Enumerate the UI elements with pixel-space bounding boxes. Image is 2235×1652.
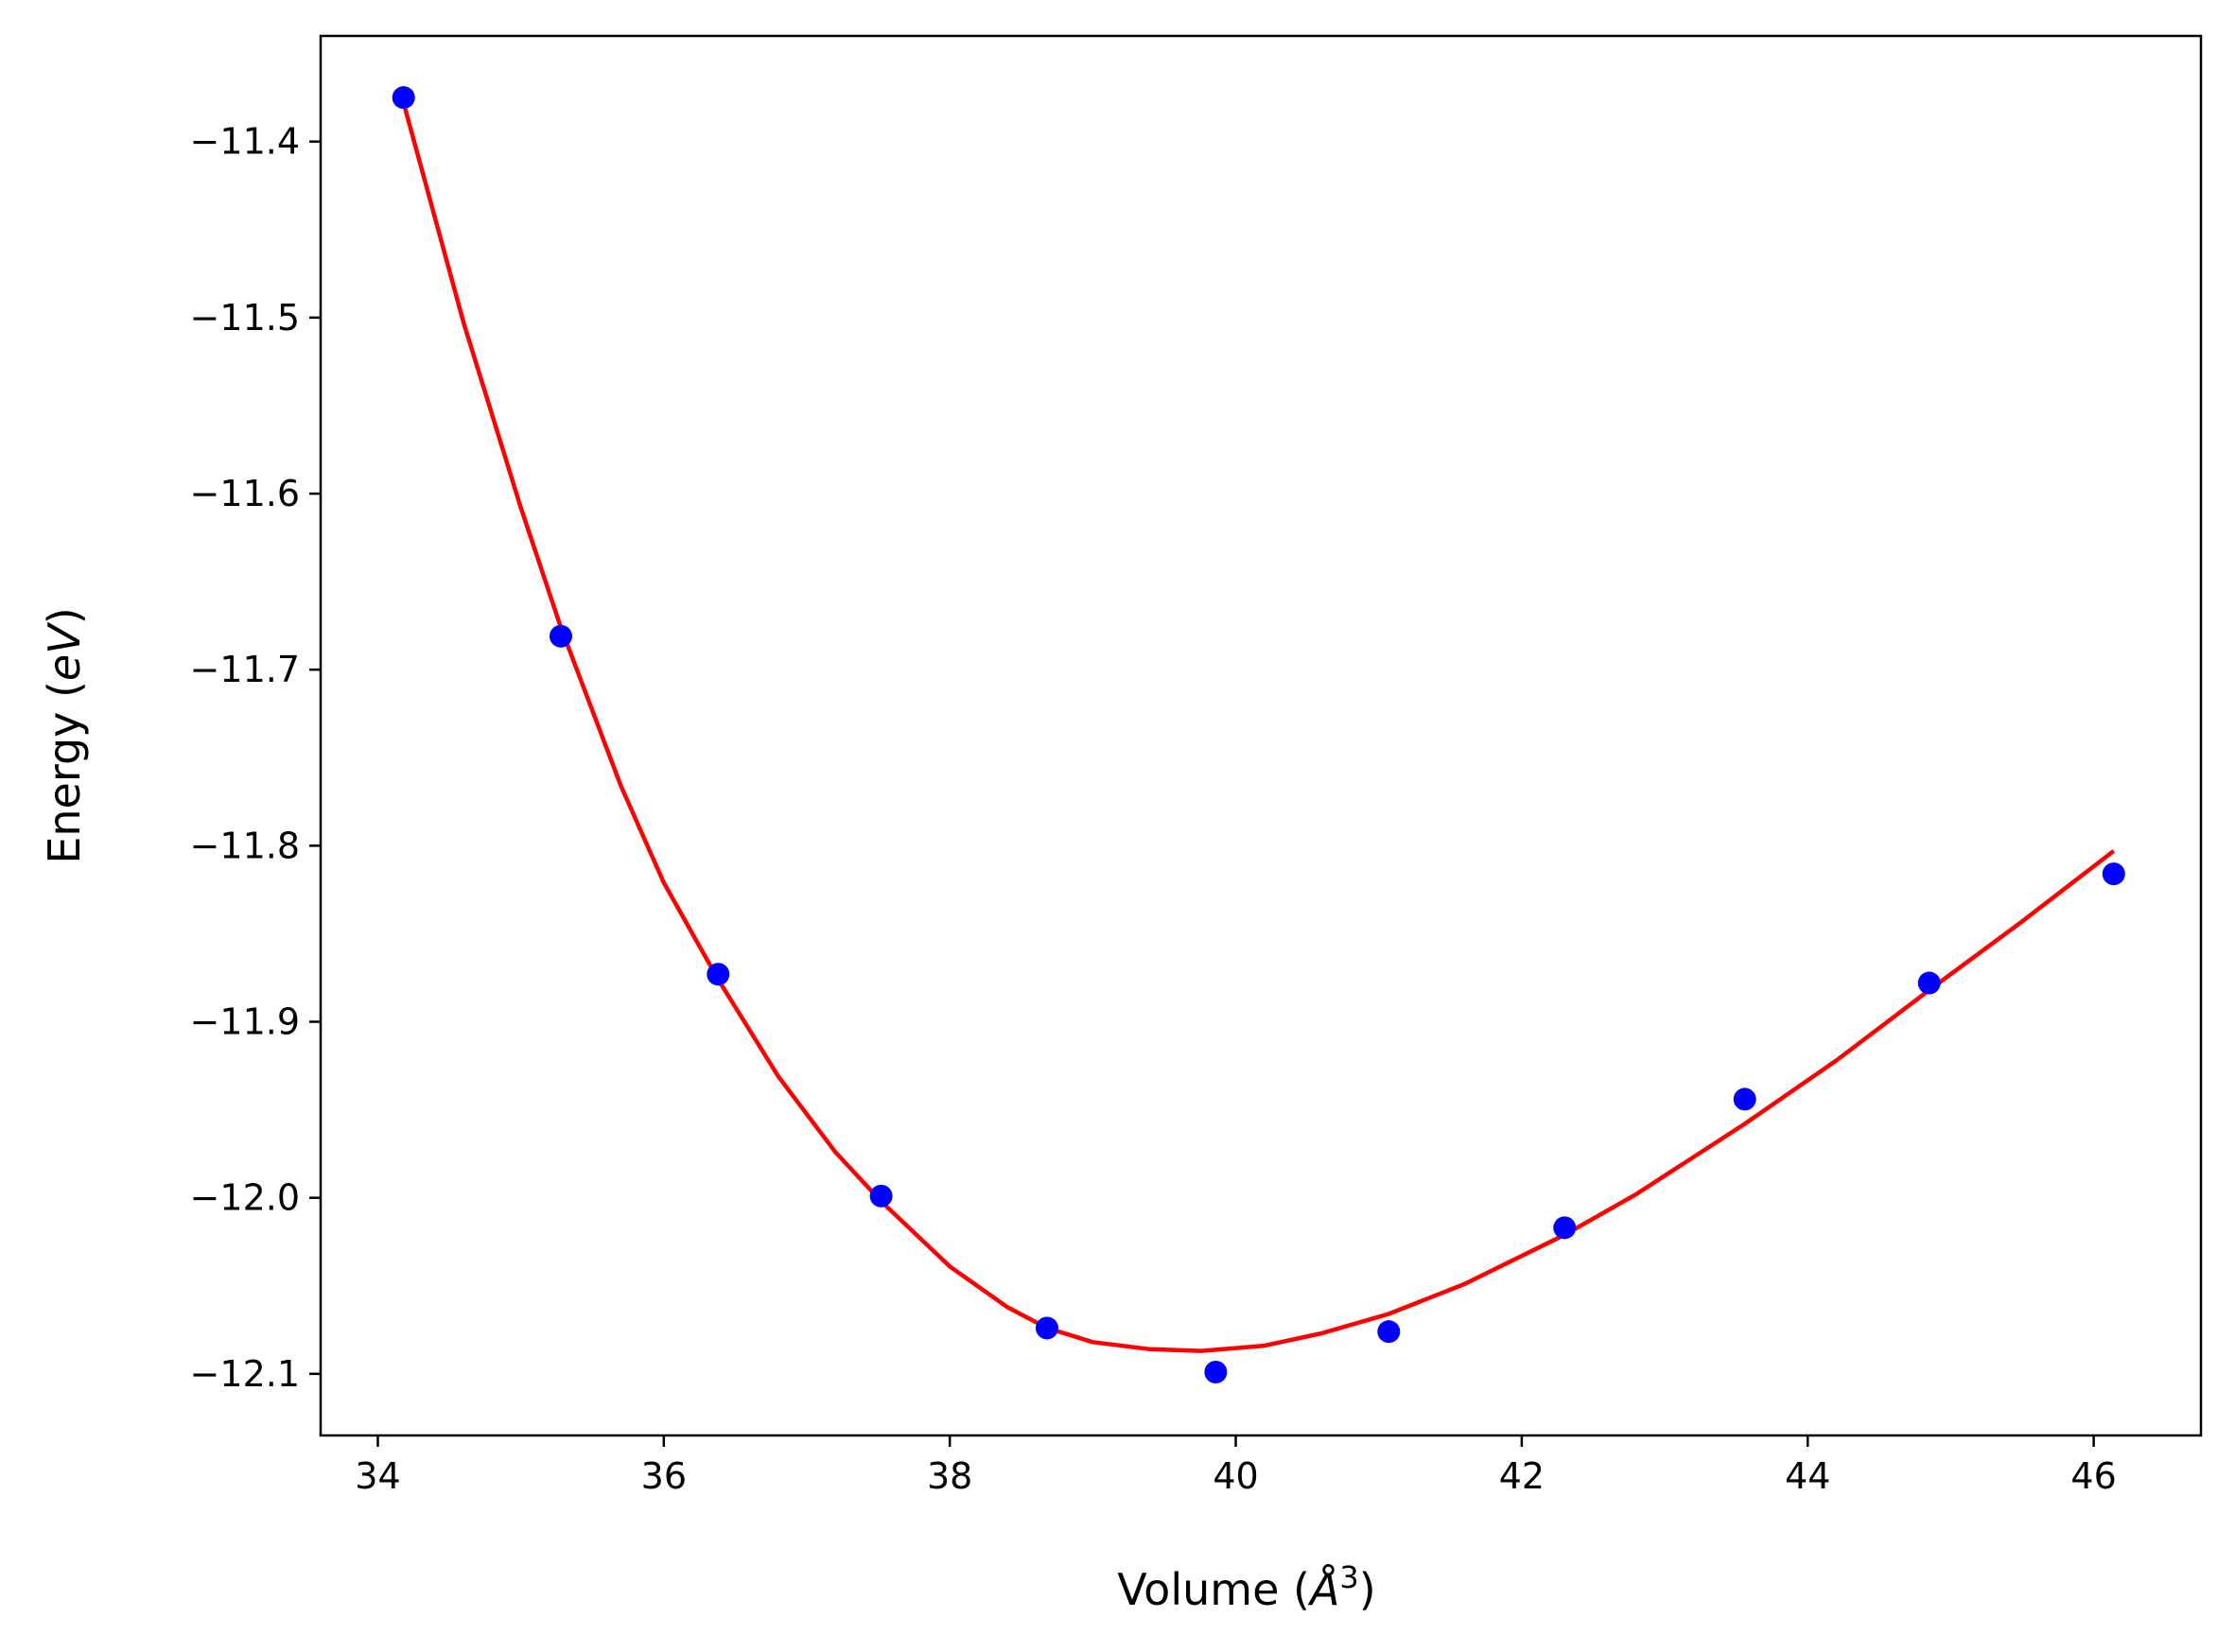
x-axis-label-symbol: Å [1307,1564,1339,1615]
data-point [1917,971,1941,995]
data-point [1553,1216,1577,1240]
data-point [1733,1087,1756,1111]
plot-area [319,34,2203,1437]
data-point [392,86,415,110]
y-tick-label: −11.6 [190,473,300,514]
fit-curve [401,102,2116,1353]
data-point [707,963,730,986]
y-axis-label-close: ) [39,607,90,624]
data-point [2102,862,2125,886]
x-axis-label-close: ) [1359,1564,1376,1615]
data-points-layer [392,86,2125,1383]
data-point [549,624,572,648]
data-point [1204,1360,1228,1383]
data-point [1377,1320,1401,1344]
x-tick-label: 40 [1213,1455,1258,1497]
y-axis-label: Energy (eV) [39,607,90,863]
y-tick-label: −11.8 [190,825,300,866]
data-point [869,1184,893,1208]
y-axis-ticks: −11.4 −11.5 −11.6 −11.7 −11.8 −11.9 −12.0 −12.1 [190,121,321,1395]
x-tick-label: 38 [927,1455,972,1497]
y-axis-label-unit: eV [39,621,90,681]
y-tick-label: −11.7 [190,649,300,690]
x-axis-ticks: 34 36 38 40 42 44 46 [355,1435,2117,1497]
x-axis-label: Volume (Å3) [1117,1559,1375,1615]
x-tick-label: 46 [2070,1455,2116,1497]
x-tick-label: 34 [355,1455,400,1497]
y-tick-label: −12.1 [190,1353,300,1395]
x-axis-label-superscript: 3 [1339,1559,1358,1595]
y-tick-label: −11.5 [190,297,300,339]
fit-curve-layer [401,102,2116,1353]
y-tick-label: −11.9 [190,1001,300,1043]
y-axis-label-main: Energy ( [39,681,90,864]
x-tick-label: 36 [641,1455,687,1497]
data-point [1035,1316,1058,1340]
y-tick-label: −11.4 [190,121,300,163]
plot-frame [319,34,2203,1437]
x-tick-label: 44 [1785,1455,1830,1497]
x-axis-label-main: Volume ( [1117,1564,1310,1615]
y-tick-label: −12.0 [190,1177,300,1219]
x-tick-label: 42 [1499,1455,1545,1497]
